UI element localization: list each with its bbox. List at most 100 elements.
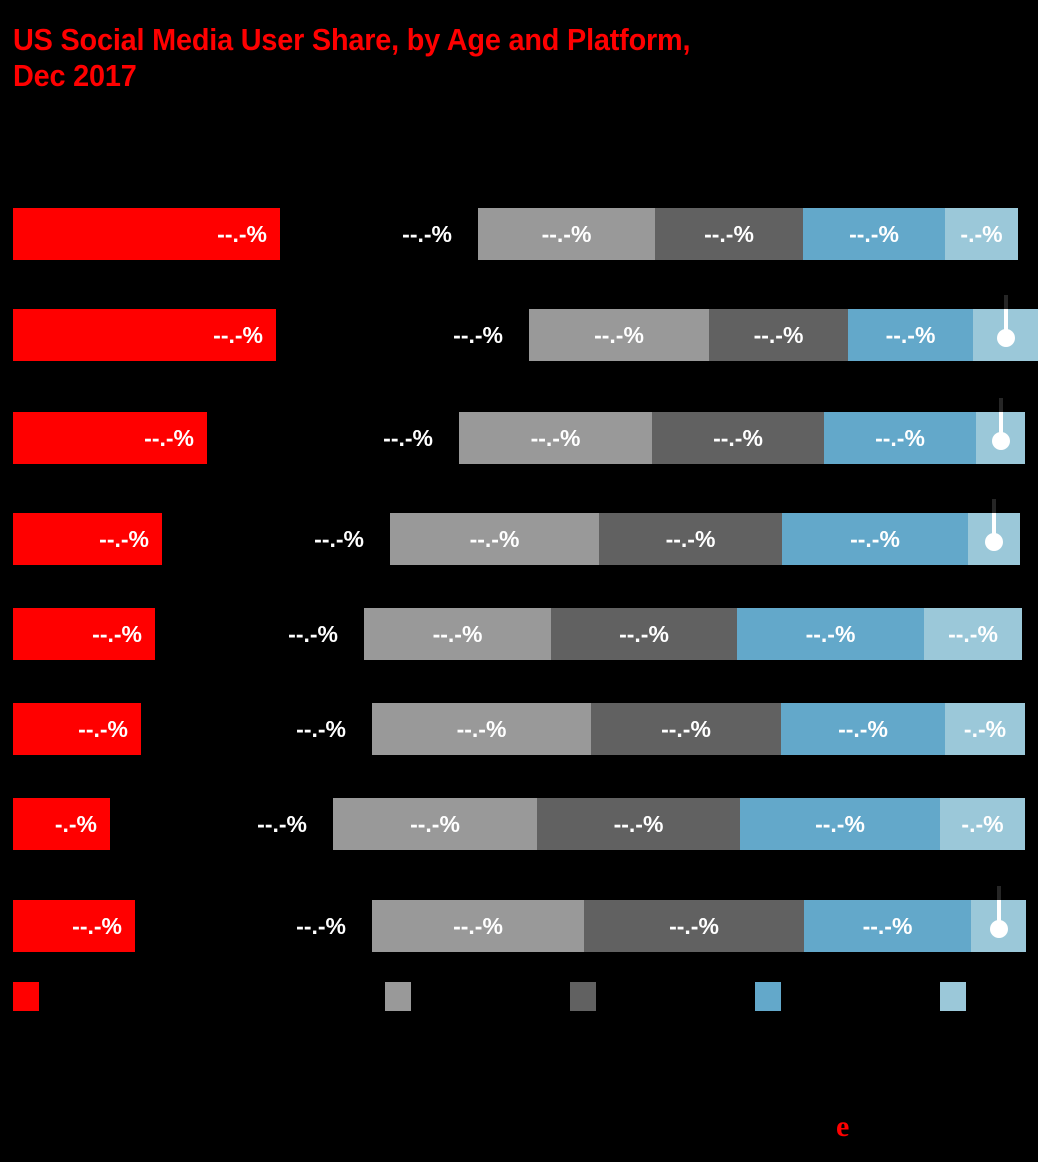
bar-segment-series-6: -.-%	[945, 703, 1025, 755]
stacked-bar: --.-% --.-% --.-%	[390, 499, 1020, 565]
bar-value-label: --.-%	[456, 715, 507, 742]
bar-outside-value-label: --.-%	[296, 912, 346, 939]
bar-segment-series-6: --.-%	[924, 608, 1022, 660]
bar-segment-series-1: --.-%	[13, 208, 280, 260]
stacked-bar: --.-% --.-% --.-%	[459, 398, 1025, 464]
bar-value-label: --.-%	[541, 220, 592, 247]
legend-swatch-icon	[570, 981, 596, 1011]
bar-value-label: --.-%	[613, 810, 664, 837]
bar-value-label: --.-%	[594, 321, 644, 348]
bar-segment-series-4: --.-%	[709, 309, 848, 361]
bar-segment-series-5: --.-%	[803, 208, 945, 260]
bar-segment-series-4: --.-%	[584, 900, 804, 952]
bar-segment-series-6: -.-%	[945, 208, 1018, 260]
bar-value-label: --.-%	[78, 715, 128, 742]
masked-value-pin-icon	[989, 886, 1008, 952]
bar-row: --.-% --.-% --.-% --.-% --.-%	[0, 499, 1038, 565]
stacked-bar: --.-% --.-% --.-% -.-%	[372, 703, 1025, 755]
bar-segment-series-5: --.-%	[804, 900, 971, 952]
bar-value-label: --.-%	[72, 912, 122, 939]
bar-value-label: -.-%	[54, 810, 97, 837]
legend-swatch-icon	[385, 981, 411, 1011]
bar-segment-series-5: --.-%	[824, 412, 976, 464]
bar-value-label: --.-%	[665, 525, 716, 552]
legend-series-1[interactable]	[13, 981, 47, 1011]
bar-segment-series-1: --.-%	[13, 513, 162, 565]
bar-row: --.-% --.-% --.-% --.-% --.-%	[0, 886, 1038, 952]
bar-outside-value-label: --.-%	[383, 424, 433, 451]
bar-value-label: --.-%	[453, 912, 503, 939]
bar-outside-value-label: --.-%	[402, 220, 452, 247]
bar-value-label: --.-%	[948, 620, 998, 647]
bar-value-label: --.-%	[213, 321, 263, 348]
bar-value-label: --.-%	[885, 321, 936, 348]
masked-value-pin-icon	[996, 295, 1015, 361]
emarketer-logo-icon: e	[836, 1110, 850, 1143]
bar-segment-series-1: -.-%	[13, 798, 110, 850]
bar-value-label: --.-%	[669, 912, 719, 939]
bar-segment-series-4: --.-%	[551, 608, 737, 660]
bar-segment-series-1: --.-%	[13, 608, 155, 660]
page-title: US Social Media User Share, by Age and P…	[13, 22, 691, 93]
bar-segment-series-4: --.-%	[599, 513, 782, 565]
bar-value-label: --.-%	[410, 810, 460, 837]
bar-outside-value-label: --.-%	[453, 321, 503, 348]
bar-row: --.-% --.-% --.-% --.-% --.-%	[0, 295, 1038, 361]
stacked-bar: --.-% --.-% --.-% -.-%	[478, 208, 1018, 260]
bar-value-label: --.-%	[862, 912, 913, 939]
bar-value-label: --.-%	[661, 715, 711, 742]
stacked-bar: --.-% --.-% --.-% -.-%	[333, 798, 1025, 850]
bar-segment-series-3: --.-%	[390, 513, 599, 565]
legend-swatch-icon	[755, 981, 781, 1011]
bar-value-label: --.-%	[815, 810, 865, 837]
bar-segment-series-4: --.-%	[537, 798, 740, 850]
bar-segment-series-3: --.-%	[459, 412, 652, 464]
bar-value-label: --.-%	[217, 220, 267, 247]
bar-segment-series-1: --.-%	[13, 900, 135, 952]
bar-value-label: --.-%	[432, 620, 483, 647]
bar-outside-value-label: --.-%	[257, 810, 307, 837]
bar-value-label: --.-%	[530, 424, 581, 451]
bar-value-label: -.-%	[961, 810, 1004, 837]
stacked-bar: --.-% --.-% --.-% --.-%	[364, 608, 1022, 660]
bar-segment-series-5: --.-%	[740, 798, 940, 850]
bar-value-label: --.-%	[144, 424, 194, 451]
bar-value-label: --.-%	[875, 424, 925, 451]
bar-row: --.-% --.-% --.-% --.-% --.-% -.-%	[0, 208, 1038, 260]
legend-series-3[interactable]	[570, 981, 604, 1011]
bar-row: --.-% --.-% --.-% --.-% --.-% -.-%	[0, 703, 1038, 755]
bar-segment-series-4: --.-%	[655, 208, 803, 260]
bar-value-label: --.-%	[850, 525, 900, 552]
bar-value-label: -.-%	[960, 220, 1003, 247]
bar-value-label: --.-%	[753, 321, 804, 348]
bar-segment-series-4: --.-%	[591, 703, 781, 755]
masked-value-pin-icon	[985, 499, 1003, 565]
bar-segment-series-6	[976, 398, 1025, 464]
bar-outside-value-label: --.-%	[296, 715, 346, 742]
bar-value-label: --.-%	[713, 424, 763, 451]
legend-series-4[interactable]	[755, 981, 789, 1011]
legend-series-5[interactable]	[940, 981, 974, 1011]
bar-segment-series-5: --.-%	[782, 513, 968, 565]
bar-value-label: --.-%	[805, 620, 856, 647]
bar-segment-series-3: --.-%	[529, 309, 709, 361]
bar-segment-series-3: --.-%	[364, 608, 551, 660]
legend-swatch-icon	[940, 981, 966, 1011]
bar-segment-series-3: --.-%	[478, 208, 655, 260]
bar-segment-series-5: --.-%	[848, 309, 973, 361]
bar-value-label: --.-%	[99, 525, 149, 552]
bar-value-label: -.-%	[963, 715, 1007, 742]
bar-segment-series-1: --.-%	[13, 309, 276, 361]
bar-outside-value-label: --.-%	[314, 525, 364, 552]
legend-series-2[interactable]	[385, 981, 419, 1011]
bar-segment-series-1: --.-%	[13, 412, 207, 464]
bar-value-label: --.-%	[619, 620, 669, 647]
bar-row: --.-% --.-% --.-% --.-% --.-%	[0, 398, 1038, 464]
bar-row: --.-% --.-% --.-% --.-% --.-% --.-%	[0, 608, 1038, 660]
bar-segment-series-6: -.-%	[940, 798, 1025, 850]
bar-segment-series-3: --.-%	[372, 703, 591, 755]
masked-value-pin-icon	[991, 398, 1010, 464]
bar-segment-series-5: --.-%	[737, 608, 924, 660]
bar-value-label: --.-%	[469, 525, 520, 552]
